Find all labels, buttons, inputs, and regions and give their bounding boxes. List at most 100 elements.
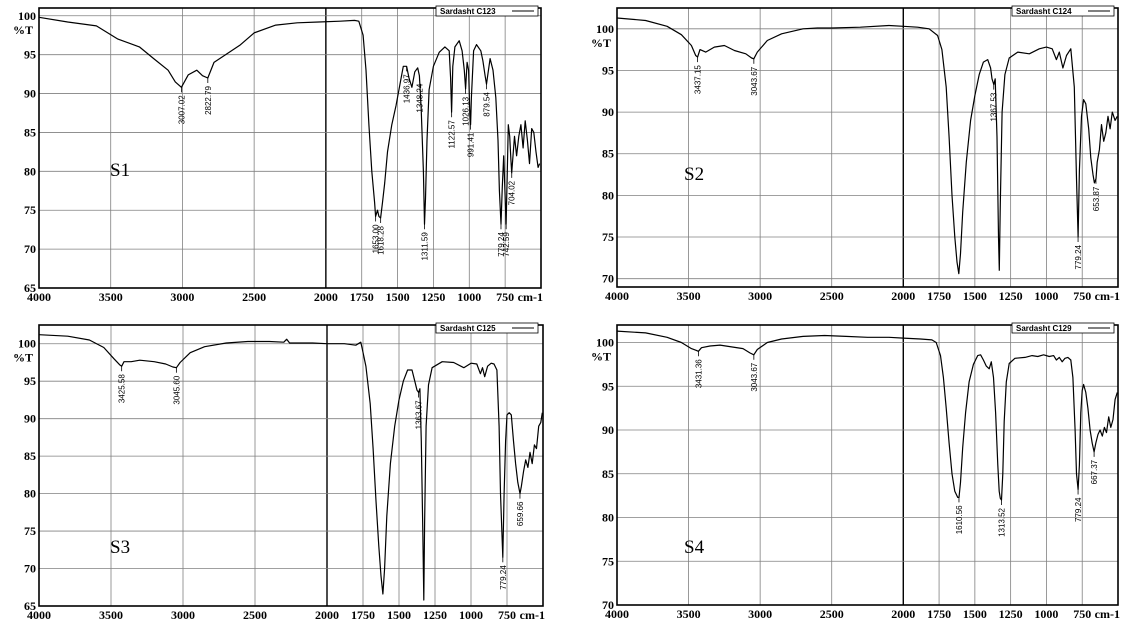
x-tick-label: 3500	[99, 290, 123, 304]
x-tick-label: 3500	[99, 608, 123, 622]
y-tick-label: 70	[602, 598, 614, 612]
peak-label: 779.24	[1074, 497, 1083, 522]
x-tick-label: 1750	[927, 607, 951, 621]
peak-label: 3043.67	[750, 66, 759, 95]
peak-label: 1348.24	[415, 83, 424, 112]
legend-box	[1011, 5, 1115, 17]
peak-label: 1313.52	[997, 507, 1006, 536]
y-tick-label: 65	[24, 281, 36, 295]
y-tick-label: 75	[24, 203, 36, 217]
y-axis-label: %T	[13, 23, 33, 37]
peak-label: 2822.79	[204, 85, 213, 114]
y-tick-label: 85	[602, 467, 614, 481]
x-tick-label: 1250	[421, 290, 445, 304]
x-tick-label: 1500	[386, 290, 410, 304]
y-tick-label: 70	[602, 272, 614, 286]
y-axis-label: %T	[13, 351, 33, 365]
x-tick-label: 1000	[459, 608, 483, 622]
x-tick-label: 3000	[170, 290, 194, 304]
peak-label: 3045.60	[172, 375, 181, 404]
legend: Sardasht C129	[1011, 322, 1115, 334]
x-tick-label: 750	[496, 290, 514, 304]
x-tick-label: 1750	[351, 608, 375, 622]
x-tick-label: 3500	[677, 289, 701, 303]
sample-label: S2	[684, 164, 704, 185]
x-tick-label: 750	[1073, 289, 1091, 303]
y-tick-label: 80	[602, 188, 614, 202]
legend: Sardasht C125	[435, 322, 539, 334]
y-tick-label: 95	[602, 63, 614, 77]
peak-label: 1436.97	[403, 74, 412, 103]
x-tick-label: 1000	[1034, 289, 1058, 303]
legend-box	[435, 5, 539, 17]
x-tick-label: 1750	[927, 289, 951, 303]
x-tick-label: 1000	[457, 290, 481, 304]
peak-label: 779.24	[497, 232, 506, 257]
x-tick-label: 2500	[820, 607, 844, 621]
x-tick-label: 1000	[1034, 607, 1058, 621]
x-tick-label: 1750	[350, 290, 374, 304]
peak-label: 1122.57	[448, 120, 457, 149]
x-tick-label: 2000	[891, 289, 915, 303]
x-tick-label: 3000	[748, 607, 772, 621]
y-tick-label: 85	[24, 449, 36, 463]
y-tick-label: 95	[24, 374, 36, 388]
y-tick-label: 95	[602, 379, 614, 393]
y-tick-label: 100	[18, 9, 36, 23]
sample-label: S1	[110, 160, 130, 181]
x-tick-label: 750	[498, 608, 516, 622]
y-tick-label: 75	[602, 554, 614, 568]
y-tick-label: 70	[24, 562, 36, 576]
y-tick-label: 80	[602, 511, 614, 525]
plot-frame	[616, 7, 1119, 288]
legend-box	[1011, 322, 1115, 334]
y-tick-label: 65	[24, 599, 36, 613]
peak-label: 1311.59	[421, 232, 430, 261]
legend-label: Sardasht C124	[1016, 7, 1072, 16]
y-tick-label: 100	[596, 336, 614, 350]
legend-box	[435, 322, 539, 334]
peak-label: 3425.58	[118, 374, 127, 403]
x-tick-label: 2000	[891, 607, 915, 621]
x-tick-label: 1500	[963, 289, 987, 303]
y-axis-label: %T	[591, 36, 611, 50]
peak-label: 667.37	[1090, 459, 1099, 484]
x-axis-unit: cm-1	[520, 608, 545, 622]
peak-label: 1026.13	[462, 96, 471, 125]
spectrum-trace	[616, 330, 1118, 501]
x-tick-label: 1250	[423, 608, 447, 622]
peak-label: 1653.00	[372, 224, 381, 253]
y-tick-label: 100	[596, 22, 614, 36]
spectrum-panel-1: Sardasht C123 4000 3500 3000 2500 2000 1750 150…	[13, 5, 543, 304]
peak-label: 3007.02	[177, 95, 186, 124]
y-tick-label: 75	[602, 230, 614, 244]
x-tick-label: 4000	[27, 290, 51, 304]
y-tick-label: 90	[24, 412, 36, 426]
peak-label: 1363.67	[415, 400, 424, 429]
x-axis-unit: cm-1	[1095, 607, 1120, 621]
x-tick-label: 1250	[999, 607, 1023, 621]
plot-frame	[38, 324, 544, 607]
x-tick-label: 2500	[242, 290, 266, 304]
legend-label: Sardasht C125	[440, 324, 496, 333]
peak-label: 3437.15	[694, 65, 703, 94]
y-tick-label: 90	[602, 105, 614, 119]
spectrum-panel-3: Sardasht C125 4000 3500 3000 2500 2000 1750 150…	[13, 322, 545, 622]
peak-label: 659.66	[516, 501, 525, 526]
x-tick-label: 1500	[963, 607, 987, 621]
spectrum-trace	[38, 16, 541, 225]
x-tick-label: 2000	[314, 290, 338, 304]
peak-label: 3043.67	[750, 362, 759, 391]
x-tick-label: 4000	[27, 608, 51, 622]
y-tick-label: 90	[24, 87, 36, 101]
y-tick-label: 70	[24, 242, 36, 256]
y-tick-label: 85	[602, 147, 614, 161]
y-tick-label: 75	[24, 524, 36, 538]
peak-label: 704.02	[508, 180, 517, 205]
x-tick-label: 750	[1073, 607, 1091, 621]
x-tick-label: 3500	[677, 607, 701, 621]
x-tick-label: 2500	[820, 289, 844, 303]
x-tick-label: 3000	[748, 289, 772, 303]
peak-label: 742.59	[502, 232, 511, 257]
